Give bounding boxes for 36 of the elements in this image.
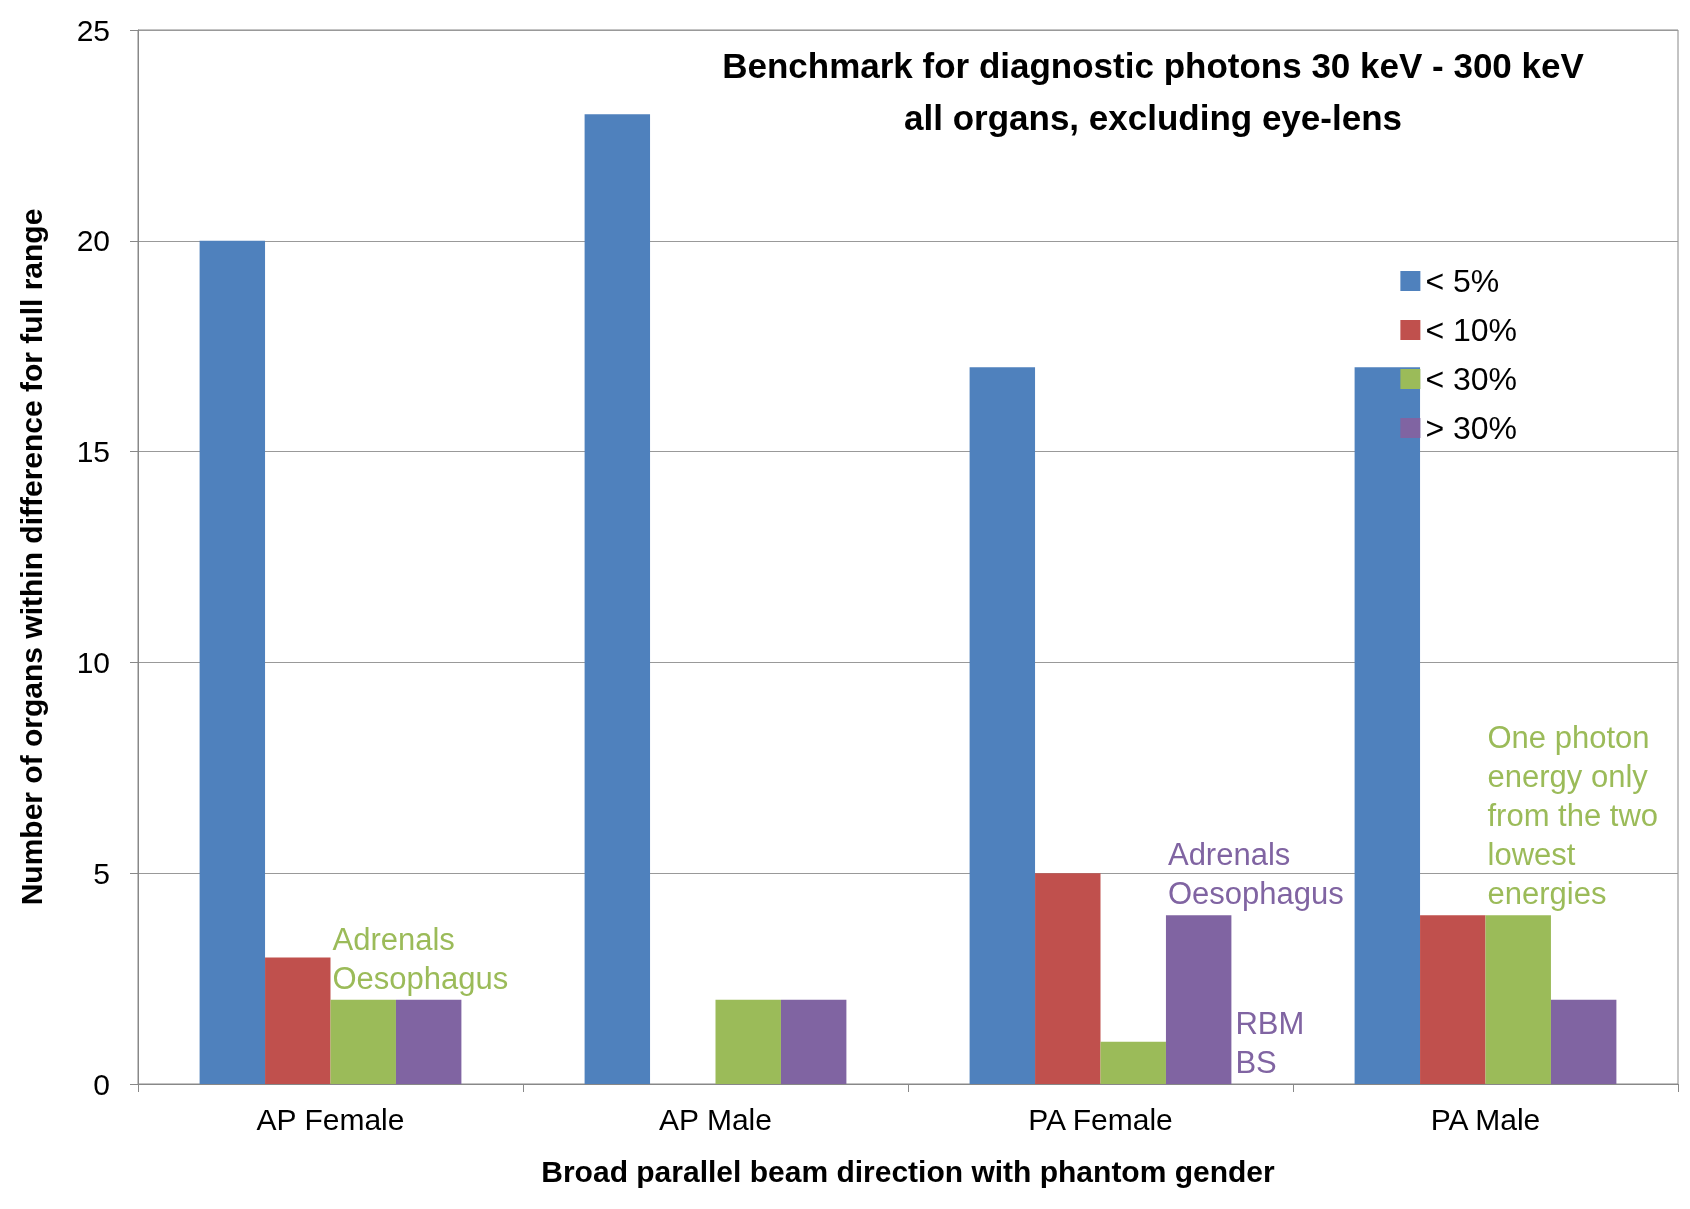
- bar: [1550, 999, 1617, 1084]
- text: Benchmark for diagnostic photons 30 keV - 300 keV all organs, excluding eye-lens: [722, 45, 1585, 137]
- y-axis-title: Number of organs within difference for full range: [14, 208, 48, 906]
- bar: [1485, 915, 1551, 1084]
- bar: [584, 114, 651, 1084]
- bar: [1035, 873, 1101, 1084]
- bar: [1354, 367, 1421, 1084]
- bar: [1420, 915, 1486, 1084]
- x-tick-label: PA Male: [1430, 1102, 1541, 1136]
- annotation: Adrenals Oesophagus: [332, 921, 509, 996]
- y-tick-label: 0: [93, 1067, 110, 1101]
- y-tick-label: 25: [76, 13, 110, 47]
- x-tick-label: AP Female: [256, 1102, 405, 1136]
- y-tick-label: 5: [93, 856, 110, 890]
- legend-label: < 10%: [1425, 312, 1517, 348]
- annotation: One photon energy only from the two lowest energies: [1487, 720, 1659, 912]
- bar: [969, 367, 1036, 1084]
- y-tick-label: 20: [76, 224, 110, 258]
- bar: [395, 999, 462, 1084]
- bar: [330, 999, 396, 1084]
- bar: [780, 999, 847, 1084]
- legend-label: < 30%: [1425, 361, 1517, 397]
- x-tick-label: AP Male: [659, 1102, 772, 1136]
- annotation: Adrenals Oesophagus: [1167, 837, 1344, 912]
- bar: [1165, 915, 1232, 1084]
- y-tick-label: 10: [76, 645, 110, 679]
- legend-label: > 30%: [1425, 410, 1517, 446]
- y-tick-label: 15: [76, 435, 110, 469]
- bar: [1100, 1041, 1166, 1084]
- x-tick-label: PA Female: [1028, 1102, 1173, 1136]
- bar: [715, 999, 781, 1084]
- bar: [199, 240, 266, 1084]
- annotation: RBM BS: [1235, 1006, 1305, 1080]
- x-axis-title: Broad parallel beam direction with phantom gender: [541, 1154, 1276, 1188]
- legend-label: < 5%: [1425, 263, 1500, 299]
- bar: [265, 957, 331, 1084]
